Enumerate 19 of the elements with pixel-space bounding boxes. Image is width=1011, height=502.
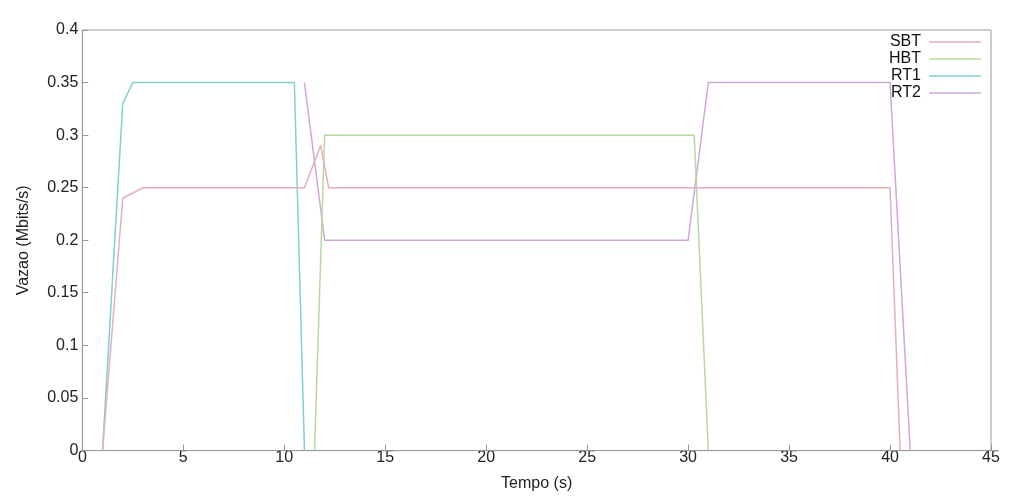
y-tick-label: 0.25 xyxy=(47,178,79,196)
legend-label: RT1 xyxy=(891,66,922,84)
x-tick-label: 40 xyxy=(881,447,900,465)
x-tick-label: 30 xyxy=(679,447,698,465)
y-tick-label: 0.4 xyxy=(56,20,79,38)
x-axis-title: Tempo (s) xyxy=(501,473,573,491)
y-tick-label: 0.15 xyxy=(47,283,79,301)
legend-label: RT2 xyxy=(891,83,922,101)
x-tick-label: 45 xyxy=(982,447,1000,465)
y-tick-label: 0.35 xyxy=(47,72,79,90)
x-tick-label: 10 xyxy=(275,447,294,465)
y-tick-label: 0.1 xyxy=(56,335,79,353)
legend-label: SBT xyxy=(889,32,922,50)
y-axis-title: Vazao (Mbits/s) xyxy=(14,185,32,296)
legend-label: HBT xyxy=(889,49,922,67)
y-tick-label: 0.2 xyxy=(56,230,79,248)
y-tick-label: 0.05 xyxy=(47,388,79,406)
y-tick-label: 0.3 xyxy=(56,125,79,143)
x-tick-label: 20 xyxy=(477,447,496,465)
